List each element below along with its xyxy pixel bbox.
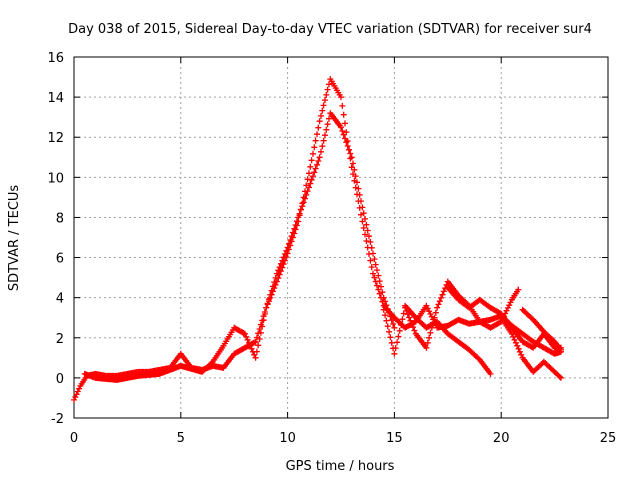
data-points xyxy=(71,76,398,403)
x-axis-label: GPS time / hours xyxy=(286,459,395,474)
series-pass-5 xyxy=(402,302,494,377)
y-tick-label: 14 xyxy=(47,91,64,106)
y-tick-label: 16 xyxy=(47,51,64,66)
data-points xyxy=(444,284,564,351)
series-pass-6 xyxy=(444,284,564,351)
data-points xyxy=(498,314,564,381)
series-pass-1 xyxy=(71,76,398,403)
y-tick-label: -2 xyxy=(51,412,64,427)
series-pass-4 xyxy=(391,302,564,357)
series-pass-2 xyxy=(81,110,398,383)
chart-title: Day 038 of 2015, Sidereal Day-to-day VTE… xyxy=(68,22,592,37)
data-points xyxy=(519,306,564,353)
data-points xyxy=(391,302,564,357)
y-tick-label: 4 xyxy=(56,292,64,307)
axis-ticks: 0 5 10 15 20 25 -2 0 2 4 6 8 10 12 14 16 xyxy=(47,51,616,446)
x-tick-label: 15 xyxy=(386,431,403,446)
data-points xyxy=(81,110,398,383)
y-tick-label: 0 xyxy=(56,372,64,387)
y-tick-label: 8 xyxy=(56,211,64,226)
x-tick-label: 10 xyxy=(279,431,296,446)
plot-frame xyxy=(73,56,609,419)
series-pass-7 xyxy=(498,314,564,381)
data-series xyxy=(71,76,564,403)
x-tick-label: 0 xyxy=(70,431,78,446)
series-pass-8 xyxy=(519,306,564,353)
y-tick-label: 2 xyxy=(56,332,64,347)
y-tick-label: 10 xyxy=(47,171,64,186)
y-tick-label: 12 xyxy=(47,131,64,146)
x-tick-label: 5 xyxy=(177,431,185,446)
x-tick-label: 20 xyxy=(493,431,510,446)
y-axis-label: SDTVAR / TECUs xyxy=(7,185,22,292)
data-points xyxy=(402,302,494,377)
x-tick-label: 25 xyxy=(600,431,617,446)
y-tick-label: 6 xyxy=(56,252,64,267)
